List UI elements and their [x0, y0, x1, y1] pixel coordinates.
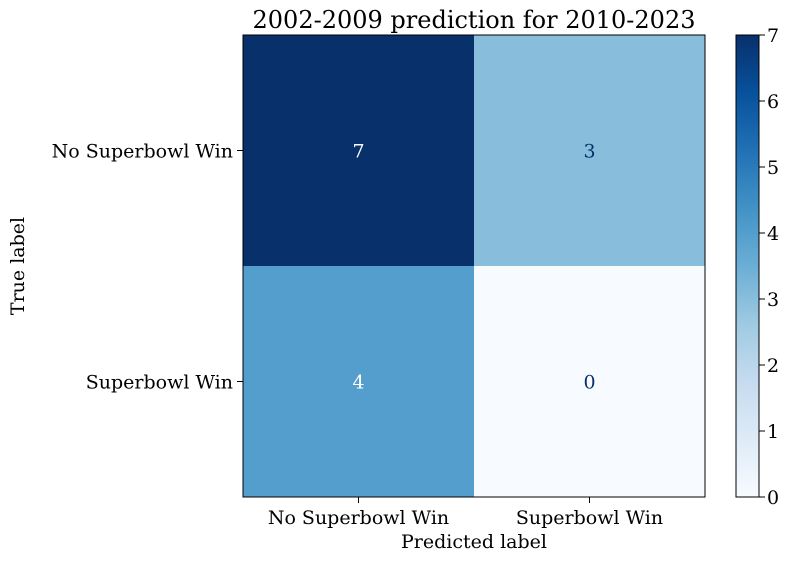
x-tick-label: Superbowl Win	[516, 507, 663, 529]
cell-value-label: 0	[583, 372, 595, 394]
x-axis-label: Predicted label	[401, 531, 547, 553]
heatmap-cell	[243, 266, 474, 497]
colorbar-tick-label: 6	[767, 91, 779, 113]
colorbar-tick-label: 3	[767, 289, 779, 311]
cell-value-label: 4	[352, 372, 364, 394]
colorbar	[735, 34, 760, 498]
colorbar-tick-label: 1	[767, 421, 779, 443]
y-tick-label: No Superbowl Win	[52, 141, 233, 163]
cell-value-label: 7	[352, 141, 364, 163]
chart-title: 2002-2009 prediction for 2010-2023	[253, 6, 696, 34]
colorbar-tick-label: 5	[767, 157, 779, 179]
heatmap-cell	[474, 266, 705, 497]
colorbar-tick-label: 2	[767, 355, 779, 377]
y-axis-ticks: No Superbowl Win Superbowl Win	[52, 141, 243, 394]
colorbar-tick-label: 7	[767, 25, 779, 47]
heatmap-cell	[474, 35, 705, 266]
plot-frame	[242, 34, 706, 498]
y-axis-label: True label	[7, 217, 29, 315]
colorbar-tick-label: 0	[767, 487, 779, 509]
cell-value-label: 3	[583, 141, 595, 163]
heatmap-cell	[243, 35, 474, 266]
colorbar-ticks: 0 1 2 3 4 5 6 7	[759, 25, 779, 509]
x-tick-label: No Superbowl Win	[268, 507, 449, 529]
x-axis-ticks: No Superbowl Win Superbowl Win	[268, 497, 663, 529]
y-tick-label: Superbowl Win	[86, 372, 233, 394]
colorbar-tick-label: 4	[767, 223, 779, 245]
heatmap-cells: 7 3 4 0	[243, 35, 705, 497]
